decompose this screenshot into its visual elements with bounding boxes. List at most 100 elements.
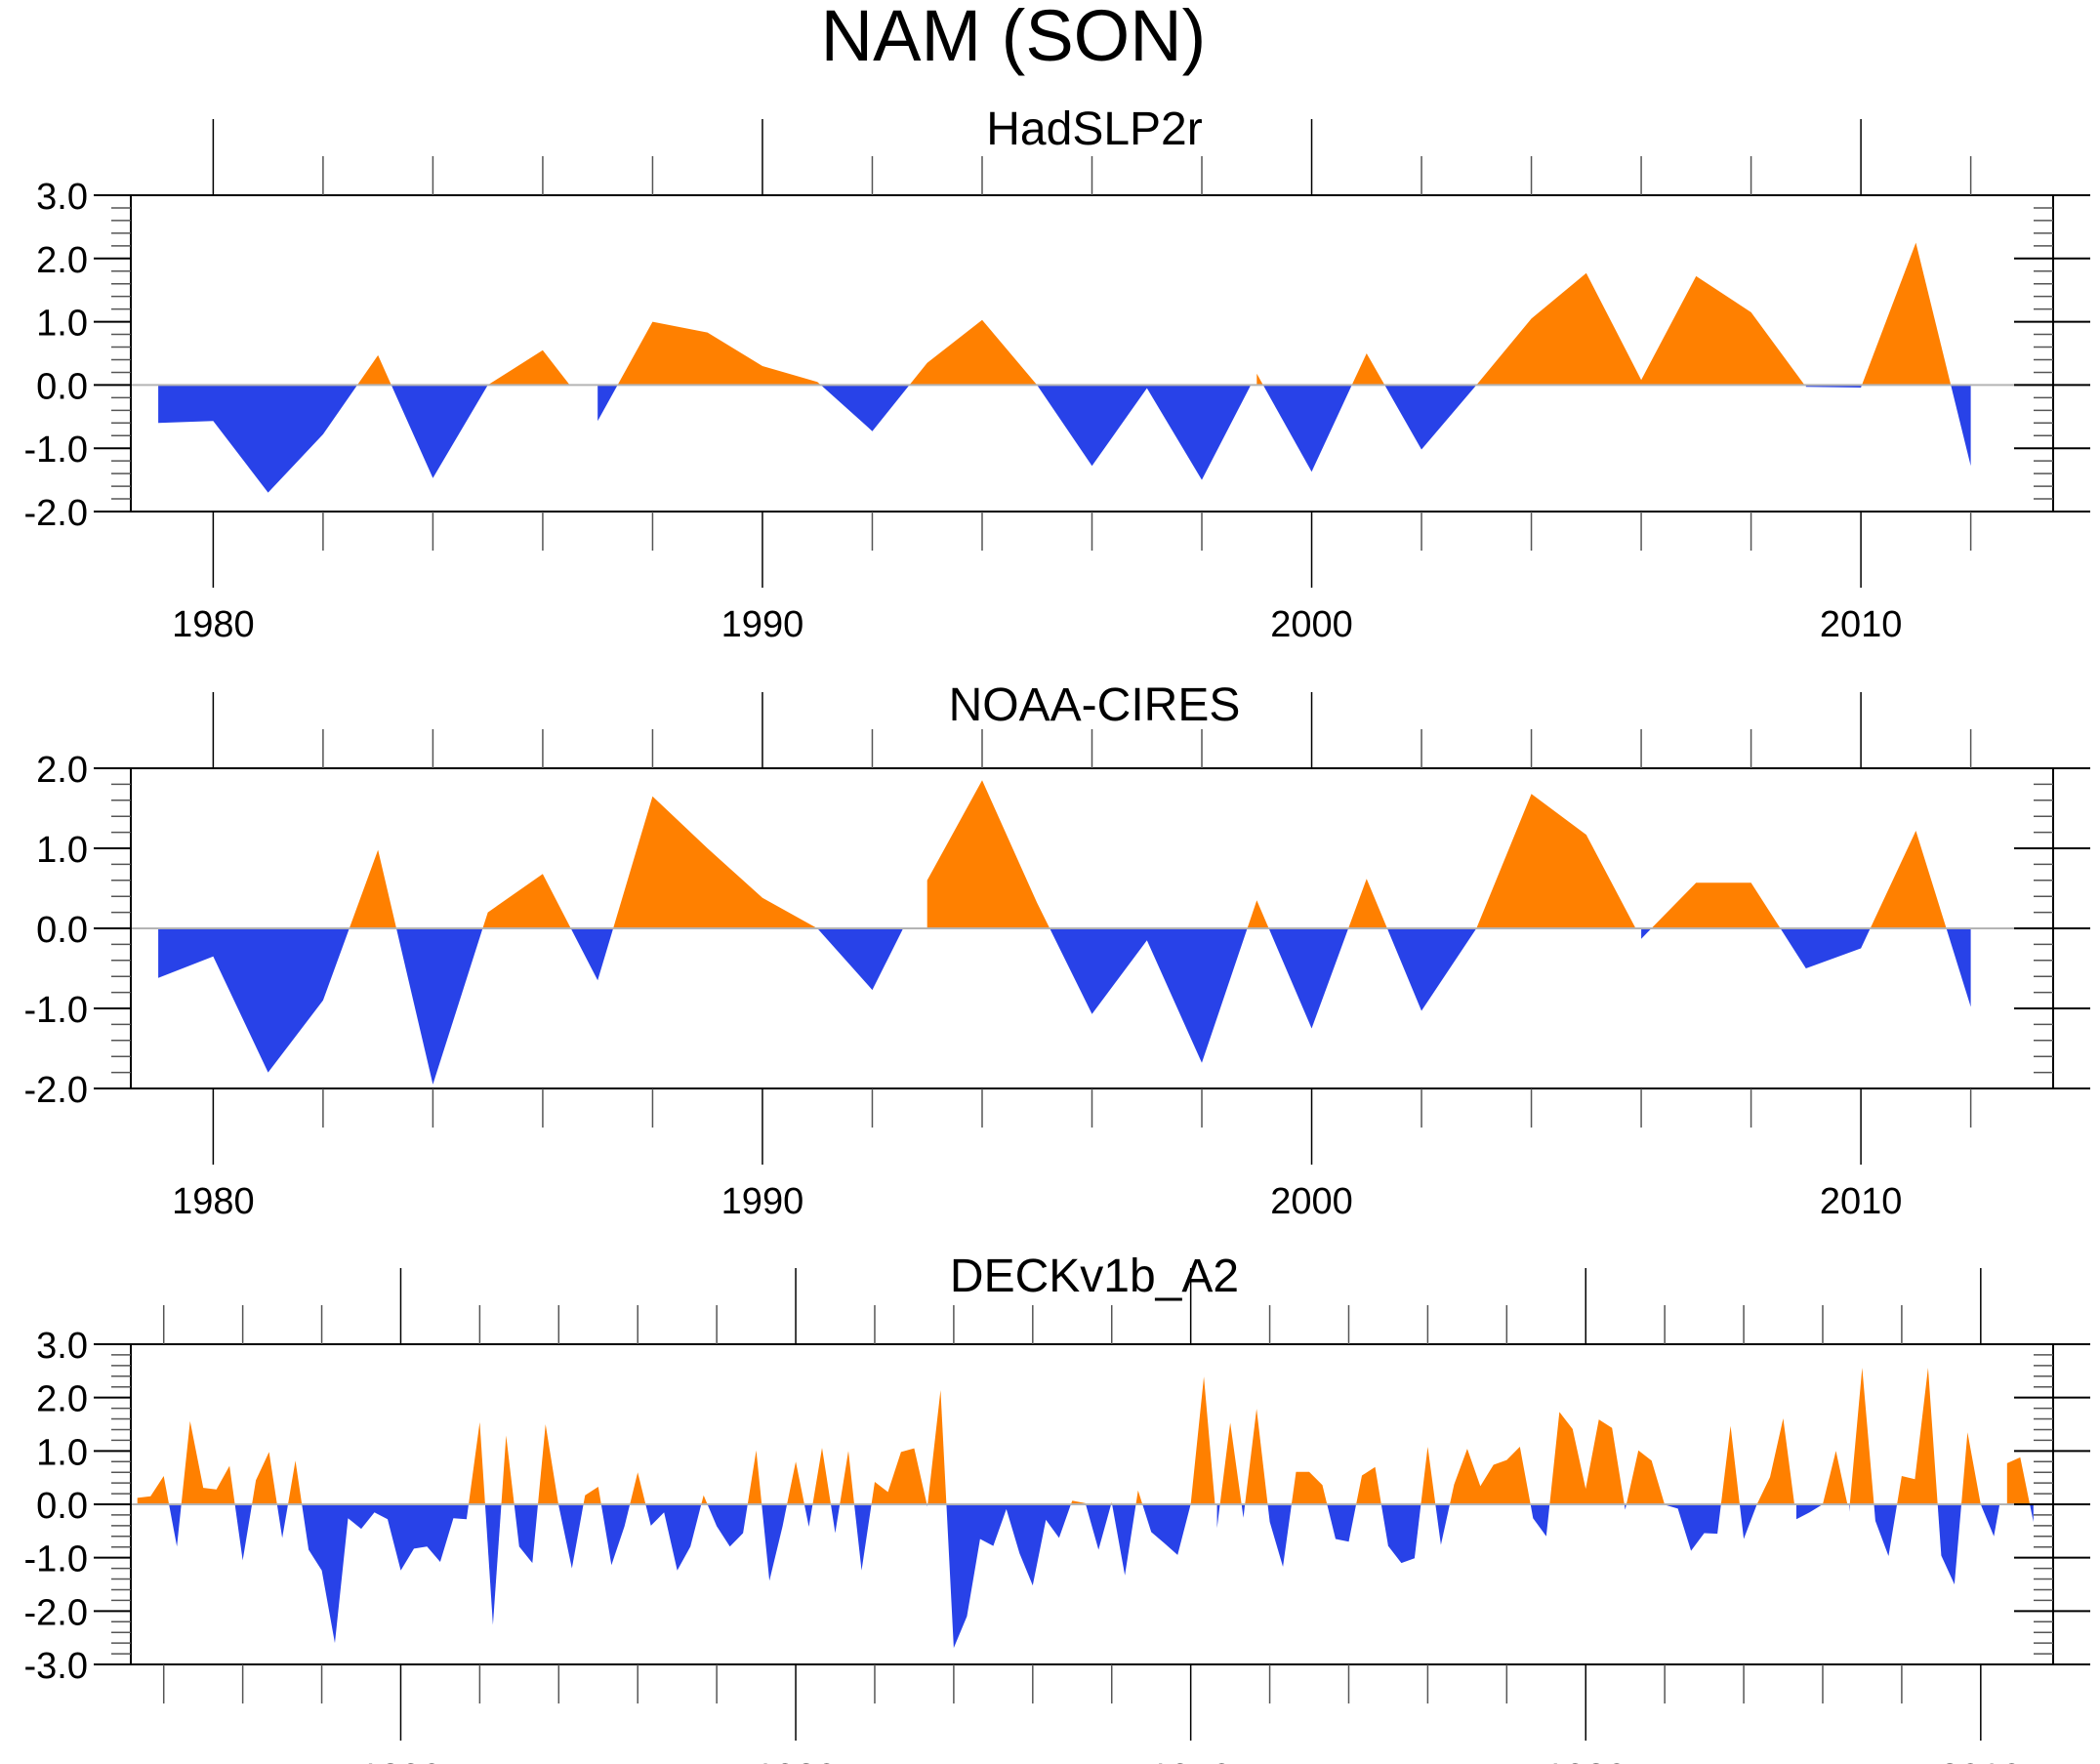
negative-area: [1384, 385, 1805, 450]
positive-area: [469, 1421, 485, 1504]
positive-area: [1476, 272, 1805, 386]
positive-area: [1256, 373, 1263, 386]
negative-area: [276, 1504, 288, 1538]
negative-area: [1624, 1504, 1626, 1510]
panel-noaa-cires: -2.0 -1.0 0.0 1.0 2.0 1980 1990 2000 2010 NOAA-CI…: [24, 679, 2090, 1222]
y-tick-label: -2.0: [24, 1070, 88, 1111]
positive-area: [482, 874, 571, 928]
x-tick-label: 1990: [721, 1181, 804, 1222]
positive-area: [1190, 1376, 1215, 1504]
positive-area: [487, 349, 570, 386]
x-tick-label: 1890: [359, 1757, 442, 1764]
negative-area: [1086, 1504, 1112, 1550]
positive-area: [812, 1448, 831, 1504]
y-tick-label: 2.0: [36, 1379, 88, 1420]
negative-area: [558, 1504, 584, 1569]
y-tick-label: 1.0: [36, 830, 88, 871]
x-tick-label: 1950: [1149, 1757, 1232, 1764]
positive-area: [1421, 1447, 1436, 1504]
negative-area: [762, 1504, 788, 1581]
negative-area: [1849, 1504, 1850, 1512]
x-tick-label: 1980: [172, 1181, 255, 1222]
positive-area: [1247, 900, 1269, 928]
positive-area: [357, 354, 391, 386]
positive-area: [1849, 1368, 1874, 1504]
positive-area: [252, 1452, 277, 1504]
negative-area: [1216, 1504, 1220, 1529]
positive-area: [1626, 1450, 1665, 1504]
positive-area: [137, 1476, 170, 1504]
panel-hadslp2r: -2.0 -1.0 0.0 1.0 2.0 3.0 1980 1990 2000 2010 HadS…: [24, 103, 2090, 645]
y-tick-label: -2.0: [24, 1592, 88, 1633]
y-tick-label: 1.0: [36, 1432, 88, 1473]
positive-area: [583, 1487, 601, 1504]
positive-area: [2006, 1456, 2031, 1504]
negative-area: [1037, 385, 1252, 480]
negative-area: [1268, 928, 1349, 1029]
positive-area: [927, 1390, 947, 1504]
y-tick-label: 3.0: [36, 1326, 88, 1367]
positive-area: [1862, 242, 1952, 386]
positive-area: [787, 1461, 804, 1504]
positive-area: [1651, 882, 1781, 928]
negative-area: [1267, 1504, 1292, 1567]
y-tick-label: -1.0: [24, 990, 88, 1031]
x-tick-label: 1920: [755, 1757, 838, 1764]
negative-area: [946, 1504, 1071, 1649]
negative-area: [1739, 1504, 1794, 1539]
x-tick-label: 2000: [1270, 604, 1353, 645]
y-tick-label: -2.0: [24, 493, 88, 534]
panel-title: HadSLP2r: [986, 103, 1202, 155]
negative-area: [1142, 1504, 1215, 1555]
y-tick-label: 2.0: [36, 240, 88, 281]
positive-area: [1351, 353, 1385, 386]
negative-area: [2030, 1504, 2034, 1522]
negative-area: [600, 1504, 631, 1566]
negative-area: [158, 385, 357, 493]
negative-area: [1796, 1504, 1848, 1520]
positive-area: [871, 1448, 927, 1504]
negative-area: [645, 1504, 702, 1571]
positive-area: [1245, 1409, 1268, 1504]
positive-area: [1823, 1451, 1848, 1504]
negative-area: [514, 1504, 538, 1564]
x-tick-label: 2010: [1940, 1757, 2023, 1764]
panel-title: NOAA-CIRES: [949, 679, 1241, 731]
positive-area: [613, 796, 904, 928]
positive-area: [1897, 1368, 1938, 1504]
negative-area: [1241, 1504, 1246, 1518]
negative-area: [1050, 928, 1248, 1063]
positive-area: [630, 1472, 646, 1504]
positive-area: [538, 1424, 558, 1504]
positive-area: [501, 1435, 515, 1504]
positive-area: [1549, 1412, 1625, 1504]
negative-area: [570, 928, 614, 981]
negative-area: [1951, 385, 1971, 467]
negative-area: [707, 1504, 748, 1547]
x-tick-label: 2010: [1820, 604, 1903, 645]
negative-area: [158, 928, 350, 1073]
negative-area: [1665, 1504, 1721, 1551]
x-tick-label: 1980: [172, 604, 255, 645]
positive-area: [701, 1495, 708, 1504]
negative-area: [1386, 928, 1636, 1011]
negative-area: [396, 928, 483, 1085]
negative-area: [1435, 1504, 1450, 1545]
positive-area: [349, 849, 396, 928]
y-tick-label: -3.0: [24, 1646, 88, 1687]
positive-area: [1961, 1432, 2000, 1504]
negative-area: [1780, 928, 1871, 968]
positive-area: [181, 1420, 235, 1504]
positive-area: [1356, 1466, 1381, 1504]
positive-area: [1720, 1425, 1740, 1504]
negative-area: [1946, 928, 1971, 1007]
positive-area: [288, 1460, 303, 1504]
x-tick-label: 2000: [1270, 1181, 1353, 1222]
negative-area: [817, 928, 904, 991]
y-tick-label: 0.0: [36, 910, 88, 951]
y-tick-label: 3.0: [36, 177, 88, 218]
figure-title: NAM (SON): [821, 0, 1207, 76]
negative-area: [1262, 385, 1352, 472]
negative-area: [391, 385, 570, 478]
